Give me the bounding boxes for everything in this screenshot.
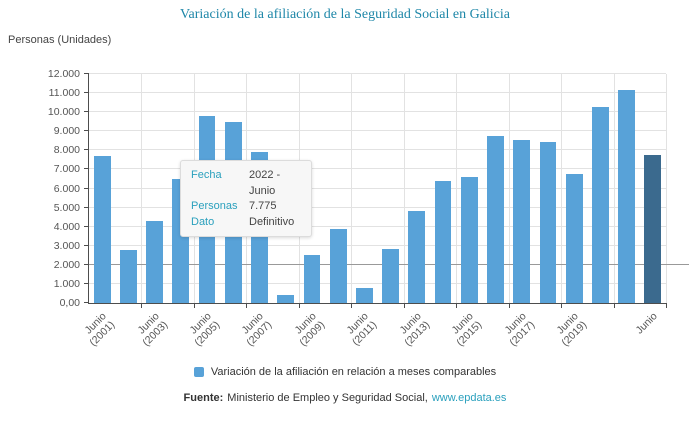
gridline [89, 111, 666, 113]
source-label: Fuente: [183, 392, 224, 404]
bar-junio-2002[interactable] [119, 249, 137, 303]
y-tick [84, 302, 89, 303]
bar-junio-2019[interactable] [565, 174, 583, 303]
y-tick [84, 244, 89, 246]
y-tick [84, 130, 89, 132]
tooltip-value: 2022 - Junio [249, 169, 281, 197]
gridline [666, 74, 667, 303]
y-axis-tick-label: 2.000 [53, 258, 80, 271]
y-tick [84, 206, 89, 208]
bar-junio-2003[interactable] [146, 220, 163, 303]
x-tick [666, 303, 667, 308]
legend-swatch-icon [193, 367, 204, 377]
tooltip-row: Personas 7.775 [191, 199, 301, 215]
x-axis-tick-label: Junio [633, 310, 660, 337]
gridline [89, 168, 666, 170]
y-tick [84, 92, 89, 94]
bar-junio-2012[interactable] [382, 248, 399, 303]
tooltip-row: Dato Definitivo [191, 215, 301, 231]
plot-area: 12.000 11.000 10.000 9.000 8.000 7.000 6.000 5.… [48, 68, 689, 309]
y-axis-tick-label: 12.000 [47, 68, 80, 80]
tooltip-value: Definitivo [249, 215, 295, 228]
x-tick [508, 303, 510, 308]
chart-title: Variación de la afiliación de la Segurid… [179, 7, 511, 22]
tooltip-label: Personas [191, 200, 238, 212]
y-axis-tick-label: 4.000 [53, 220, 80, 233]
gridline [89, 73, 666, 74]
bar-junio-2013[interactable] [408, 211, 426, 303]
gridline [89, 149, 666, 151]
y-tick [84, 168, 89, 170]
gridline [89, 130, 666, 132]
x-axis-labels: Junio (2001) Junio (2003) Junio (2005) Juni… [83, 305, 665, 367]
gridline [508, 74, 510, 303]
x-tick [141, 303, 143, 308]
tooltip-value: 7.775 [249, 200, 277, 212]
source-text: Ministerio de Empleo y Seguridad Social, [227, 392, 428, 404]
bar-junio-2021[interactable] [618, 90, 636, 303]
y-axis-tick-label: 8.000 [53, 144, 80, 157]
x-tick [403, 303, 405, 308]
bar-junio-2015[interactable] [460, 177, 478, 303]
x-tick [298, 303, 300, 308]
chart-tooltip: Fecha 2022 - Junio Personas 7.775 Dato D… [180, 160, 312, 237]
tooltip-row: Fecha 2022 - Junio [191, 168, 301, 199]
bar-junio-2020[interactable] [592, 107, 609, 303]
y-axis-tick-label: 10.000 [47, 106, 80, 119]
y-tick [84, 282, 89, 284]
legend-item[interactable]: Variación de la afiliación en relación a… [0, 366, 690, 378]
y-tick [84, 187, 89, 189]
tooltip-label: Fecha [191, 169, 222, 181]
tooltip-label: Dato [191, 215, 215, 228]
y-tick [84, 73, 89, 74]
bar-junio-2016[interactable] [487, 136, 504, 303]
bar-junio-2022[interactable] [644, 154, 662, 303]
y-tick [84, 111, 89, 113]
gridline [89, 282, 666, 284]
epdata-link[interactable]: www.epdata.es [431, 392, 507, 404]
source-note: Fuente: Ministerio de Empleo y Seguridad … [0, 392, 690, 404]
y-axis-tick-label: 0,00 [59, 297, 80, 309]
gridline [141, 74, 143, 303]
gridline [89, 225, 666, 227]
y-tick [84, 225, 89, 227]
gridline [351, 74, 353, 303]
gridline [613, 74, 615, 303]
y-tick [84, 149, 89, 151]
legend-label: Variación de la afiliación en relación a… [210, 366, 497, 378]
x-tick [561, 303, 563, 308]
bar-junio-2008[interactable] [277, 295, 295, 303]
bar-junio-2014[interactable] [434, 180, 452, 303]
x-tick [613, 303, 615, 308]
y-tick [84, 263, 89, 265]
y-axis-tick-label: 1.000 [53, 277, 80, 290]
bar-junio-2017[interactable] [513, 139, 531, 303]
y-axis-tick-label: 5.000 [53, 201, 80, 214]
bar-junio-2010[interactable] [329, 228, 347, 303]
gridline [456, 74, 458, 303]
x-tick [456, 303, 458, 308]
bar-junio-2018[interactable] [539, 141, 557, 303]
x-tick [193, 303, 195, 308]
gridline [89, 206, 666, 208]
gridline [561, 74, 563, 303]
y-axis-title: Personas (Unidades) [8, 34, 112, 46]
y-axis-tick-label: 7.000 [53, 163, 80, 176]
gridline [403, 74, 405, 303]
y-axis-tick-label: 6.000 [53, 182, 80, 195]
y-axis-tick-label: 3.000 [53, 239, 80, 252]
bar-junio-2009[interactable] [303, 255, 321, 303]
x-tick [351, 303, 353, 308]
bar-junio-2011[interactable] [355, 287, 373, 303]
gridline [89, 187, 666, 189]
gridline [89, 92, 666, 94]
gridline [89, 244, 666, 246]
bar-junio-2001[interactable] [93, 156, 111, 303]
x-tick [246, 303, 248, 308]
y-axis-tick-label: 9.000 [53, 125, 80, 138]
y-axis-tick-label: 11.000 [48, 87, 80, 100]
